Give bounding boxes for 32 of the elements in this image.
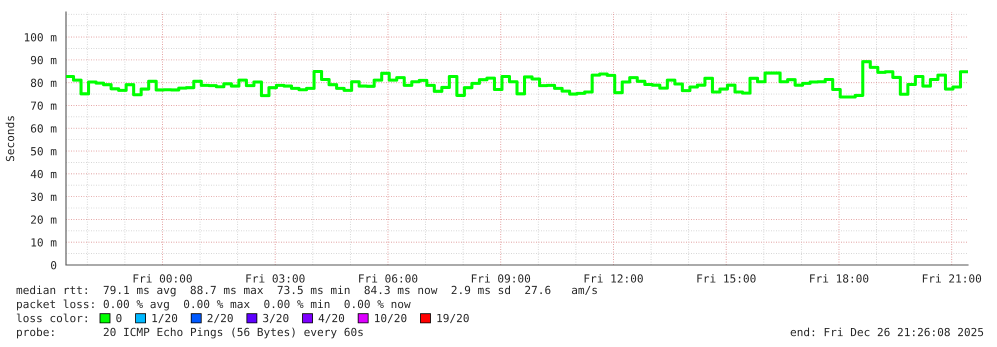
y-tick-label: 80 m (30, 78, 56, 88)
x-tick-label: Fri 18:00 (810, 274, 868, 283)
legend-label: 19/20 (437, 314, 469, 324)
y-tick-label: 60 m (30, 124, 56, 133)
x-tick-label: Fri 15:00 (697, 274, 756, 283)
legend-label: 4/20 (318, 314, 344, 324)
x-tick-label: Fri 09:00 (472, 274, 530, 283)
x-tick-label: Fri 21:00 (922, 274, 982, 283)
legend-label: 3/20 (263, 314, 288, 324)
y-tick-label: 100 m (24, 33, 56, 42)
y-tick-label: 40 m (30, 170, 56, 178)
x-tick-label: Fri 00:00 (134, 274, 192, 283)
text: probe: 20 ICMP Echo Pings (56 Bytes) every 60s (17, 328, 363, 338)
y-tick-label: 90 m (30, 56, 56, 64)
y-tick-label: 0 (51, 261, 56, 270)
x-tick-label: Fri 03:00 (246, 274, 305, 283)
legend-label: 0 (116, 314, 122, 322)
y-tick-label: 10 m (32, 238, 56, 247)
y-tick-label: 30 m (30, 192, 56, 202)
legend-title: loss color: (16, 314, 87, 322)
text: packet loss: 0.00 % avg 0.00 % max 0.00 % min 0.00 % now (17, 300, 411, 310)
x-tick-label: Fri 06:00 (359, 274, 418, 283)
legend-label: 1/20 (152, 314, 178, 324)
y-axis-title: Seconds (6, 116, 14, 162)
legend-label: 2/20 (208, 314, 233, 324)
text: median rtt: 79.1 ms avg 88.7 ms max 73.5 ms min 84.3 ms now 2.9 ms sd 27.6 am/s (16, 286, 597, 296)
text: end: Fri Dec 26 21:26:08 2025 (790, 328, 984, 336)
y-tick-label: 70 m (30, 101, 56, 110)
y-tick-label: 50 m (30, 147, 56, 156)
y-tick-label: 20 m (31, 215, 56, 224)
legend-label: 10/20 (375, 314, 406, 324)
x-tick-label: Fri 12:00 (584, 274, 643, 283)
